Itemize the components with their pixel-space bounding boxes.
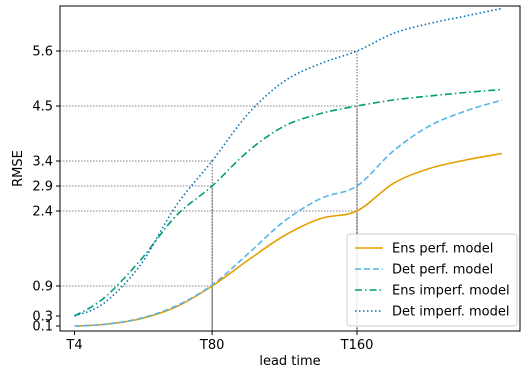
- y-tick-label-0: 0.1: [32, 320, 53, 335]
- legend: Ens perf. model Det perf. model Ens imperf…: [346, 233, 518, 327]
- y-tick-label-4: 2.9: [32, 180, 53, 195]
- y-tick-label-5: 3.4: [32, 155, 53, 170]
- y-tick-label-3: 2.4: [32, 205, 53, 220]
- x-tick-label-0: T4: [65, 338, 82, 353]
- series-line-3: [74, 7, 503, 317]
- y-tick-label-2: 0.9: [32, 280, 53, 295]
- y-axis-ticks: 0.10.3 0.9 2.4 2.9 3.4 4.5 5.6: [32, 45, 60, 335]
- series-lines: [74, 7, 503, 327]
- legend-label-1: Det perf. model: [392, 263, 493, 278]
- legend-box: [346, 233, 518, 327]
- y-tick-label-7: 5.6: [32, 45, 53, 60]
- legend-label-2: Ens imperf. model: [392, 284, 510, 299]
- legend-label-3: Det imperf. model: [392, 305, 509, 320]
- x-axis-ticks: T4 T80 T160: [65, 331, 373, 353]
- series-line-1: [74, 99, 503, 327]
- legend-label-0: Ens perf. model: [392, 242, 493, 257]
- y-axis-label: RMSE: [11, 150, 26, 187]
- x-axis-label: lead time: [259, 354, 320, 369]
- x-tick-label-2: T160: [340, 338, 374, 353]
- x-tick-label-1: T80: [199, 338, 224, 353]
- y-tick-label-1: 0.3: [32, 310, 53, 325]
- plot-frame: [59, 5, 521, 332]
- y-tick-label-6: 4.5: [32, 100, 53, 115]
